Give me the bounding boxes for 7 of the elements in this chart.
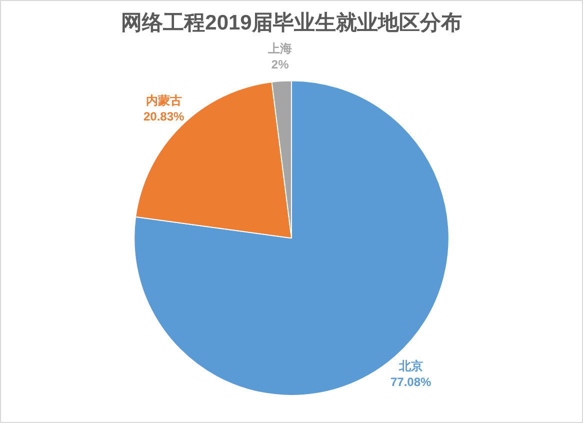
slice-label: 北京 xyxy=(398,359,423,374)
data-label: 20.83% xyxy=(143,110,185,124)
chart-title: 网络工程2019届毕业生就业地区分布 xyxy=(121,11,462,34)
data-label: 77.08% xyxy=(390,375,432,390)
slice-label: 内蒙古 xyxy=(146,94,182,108)
slice-label: 上海 xyxy=(267,41,292,56)
data-label: 2% xyxy=(271,57,290,72)
